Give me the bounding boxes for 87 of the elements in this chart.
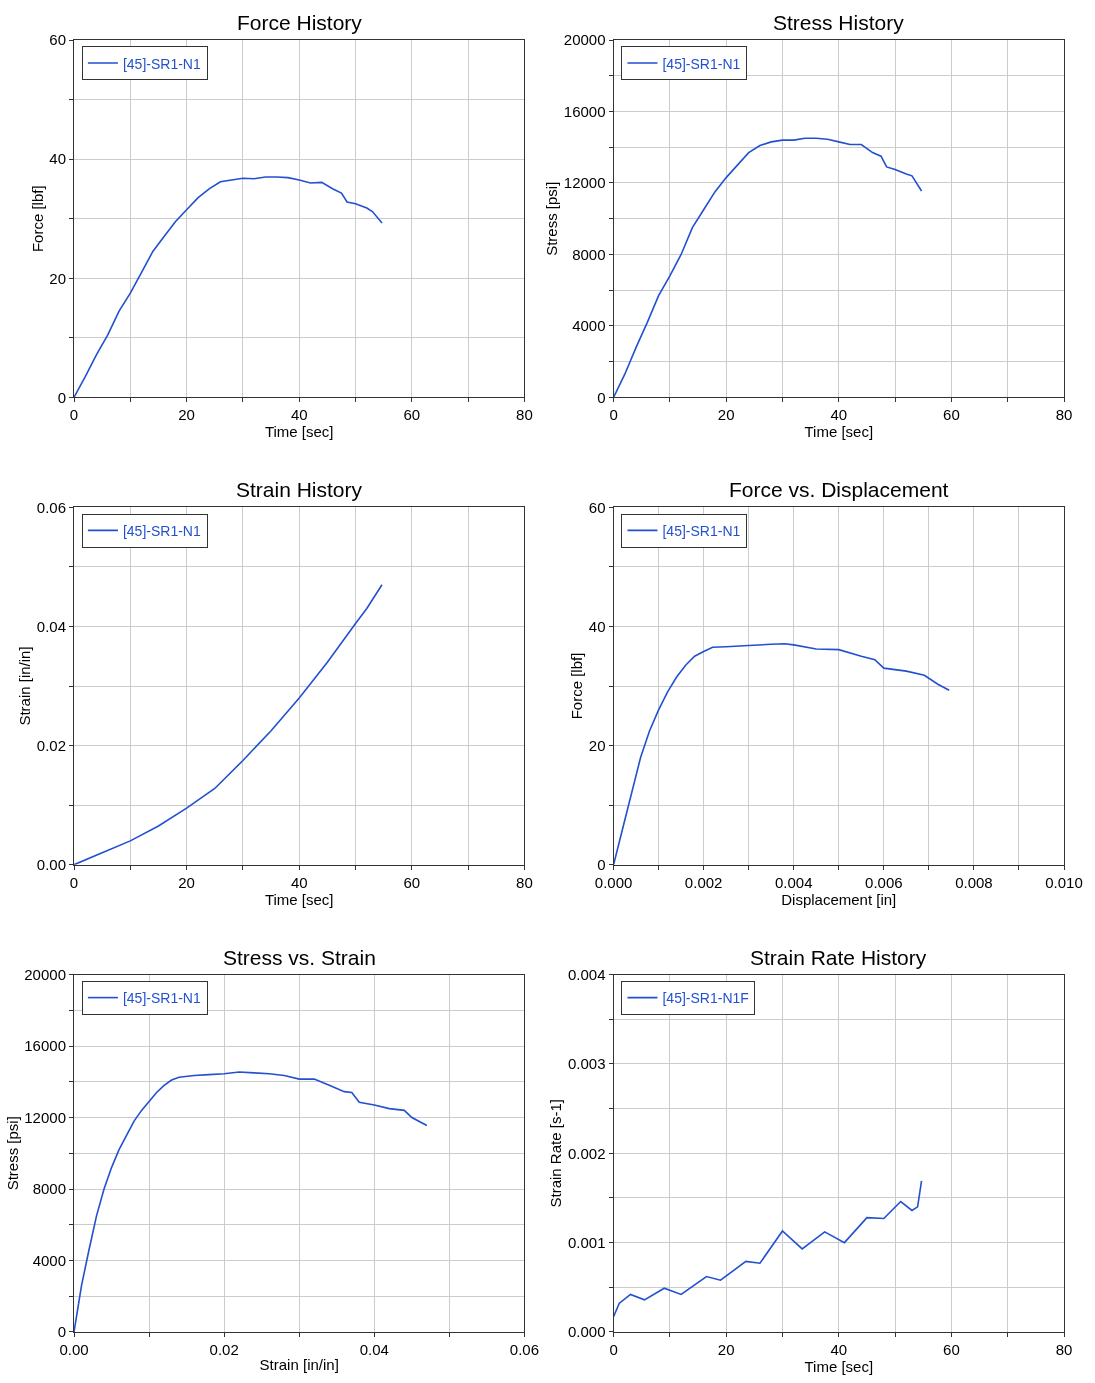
y-tick-label: 0	[597, 855, 606, 873]
x-tick-label: 0.06	[509, 1341, 540, 1358]
x-tick-label: 40	[830, 406, 848, 424]
x-axis-title: Time [sec]	[264, 423, 334, 441]
x-tick-label: 0.008	[955, 873, 993, 891]
x-tick-label: 60	[943, 1341, 960, 1358]
x-tick-label: 60	[943, 406, 960, 424]
y-tick-label: 4000	[572, 317, 606, 335]
y-tick-label: 12000	[563, 174, 606, 192]
x-tick-label: 20	[717, 406, 735, 424]
legend-label: [45]-SR1-N1	[662, 522, 741, 539]
chart-title: Stress History	[773, 11, 905, 34]
y-tick-label: 0	[597, 388, 606, 406]
x-tick-label: 0	[609, 1341, 618, 1358]
y-tick-label: 0.004	[568, 965, 606, 983]
y-axis-title: Force [lbf]	[568, 652, 586, 720]
y-tick-label: 20000	[24, 965, 66, 983]
x-tick-label: 40	[830, 1341, 848, 1358]
x-tick-label: 60	[403, 873, 421, 891]
x-axis-title: Time [sec]	[804, 1358, 874, 1375]
legend-label: [45]-SR1-N1F	[662, 990, 749, 1007]
x-tick-label: 0	[69, 873, 79, 891]
x-axis-title: Strain [in/in]	[259, 1356, 339, 1373]
y-tick-label: 0.001	[568, 1233, 606, 1251]
x-tick-label: 80	[1055, 1341, 1073, 1358]
x-tick-label: 0	[609, 406, 618, 424]
y-tick-label: 20	[588, 736, 606, 754]
chart-title: Force vs. Displacement	[729, 478, 949, 501]
chart-title: Strain Rate History	[750, 946, 927, 969]
chart-title: Strain History	[236, 478, 363, 501]
y-tick-label: 0.002	[568, 1144, 606, 1162]
y-tick-label: 0.003	[568, 1055, 606, 1073]
legend-label: [45]-SR1-N1	[122, 55, 201, 72]
line-series	[74, 1071, 428, 1332]
y-tick-label: 16000	[563, 102, 606, 120]
y-axis-title: Strain Rate [s-1]	[547, 1099, 565, 1208]
x-tick-label: 0.010	[1045, 873, 1083, 891]
legend-label: [45]-SR1-N1	[122, 522, 201, 539]
x-tick-label: 0.002	[684, 873, 723, 891]
x-axis-title: Time [sec]	[264, 890, 334, 908]
y-tick-label: 16000	[24, 1037, 66, 1055]
x-axis-title: Displacement [in]	[781, 890, 897, 908]
x-tick-label: 40	[290, 406, 308, 424]
x-tick-label: 80	[1055, 406, 1073, 424]
y-axis-title: Strain [in/in]	[16, 646, 34, 726]
x-tick-label: 20	[178, 873, 195, 891]
y-tick-label: 0.00	[36, 855, 66, 873]
y-tick-label: 0.04	[36, 617, 66, 635]
y-tick-label: 0.02	[36, 736, 66, 754]
y-tick-label: 40	[588, 617, 606, 635]
line-series	[613, 137, 923, 398]
x-tick-label: 0.006	[865, 873, 903, 891]
y-tick-label: 0.06	[36, 498, 66, 516]
x-tick-label: 40	[290, 873, 308, 891]
y-tick-label: 60	[588, 498, 606, 516]
y-tick-label: 8000	[32, 1180, 66, 1198]
x-tick-label: 80	[516, 873, 533, 891]
x-tick-label: 0.04	[359, 1341, 389, 1358]
x-tick-label: 0.02	[209, 1341, 239, 1358]
y-tick-label: 60	[49, 31, 66, 49]
y-tick-label: 4000	[32, 1251, 66, 1269]
y-tick-label: 40	[49, 150, 66, 168]
y-tick-label: 0	[57, 1323, 66, 1341]
y-tick-label: 0.000	[568, 1323, 606, 1341]
legend-label: [45]-SR1-N1	[122, 990, 201, 1007]
line-series	[613, 1180, 923, 1318]
line-series	[613, 642, 950, 865]
y-axis-title: Force [lbf]	[28, 185, 46, 253]
line-series	[74, 176, 383, 398]
legend-label: [45]-SR1-N1	[662, 55, 741, 72]
y-tick-label: 20	[49, 269, 66, 287]
y-axis-title: Stress [psi]	[3, 1116, 21, 1191]
y-tick-label: 20000	[563, 31, 606, 49]
line-series	[74, 583, 383, 865]
x-tick-label: 20	[178, 406, 195, 424]
x-tick-label: 60	[403, 406, 421, 424]
x-axis-title: Time [sec]	[804, 423, 874, 441]
y-axis-title: Stress [psi]	[543, 181, 561, 256]
y-tick-label: 0	[57, 388, 66, 406]
x-tick-label: 20	[717, 1341, 735, 1358]
x-tick-label: 0	[69, 406, 79, 424]
chart-title: Stress vs. Strain	[223, 946, 376, 969]
y-tick-label: 12000	[24, 1108, 66, 1126]
x-tick-label: 80	[516, 406, 533, 424]
x-tick-label: 0.004	[774, 873, 813, 891]
y-tick-label: 8000	[572, 245, 606, 263]
chart-title: Force History	[237, 11, 363, 34]
